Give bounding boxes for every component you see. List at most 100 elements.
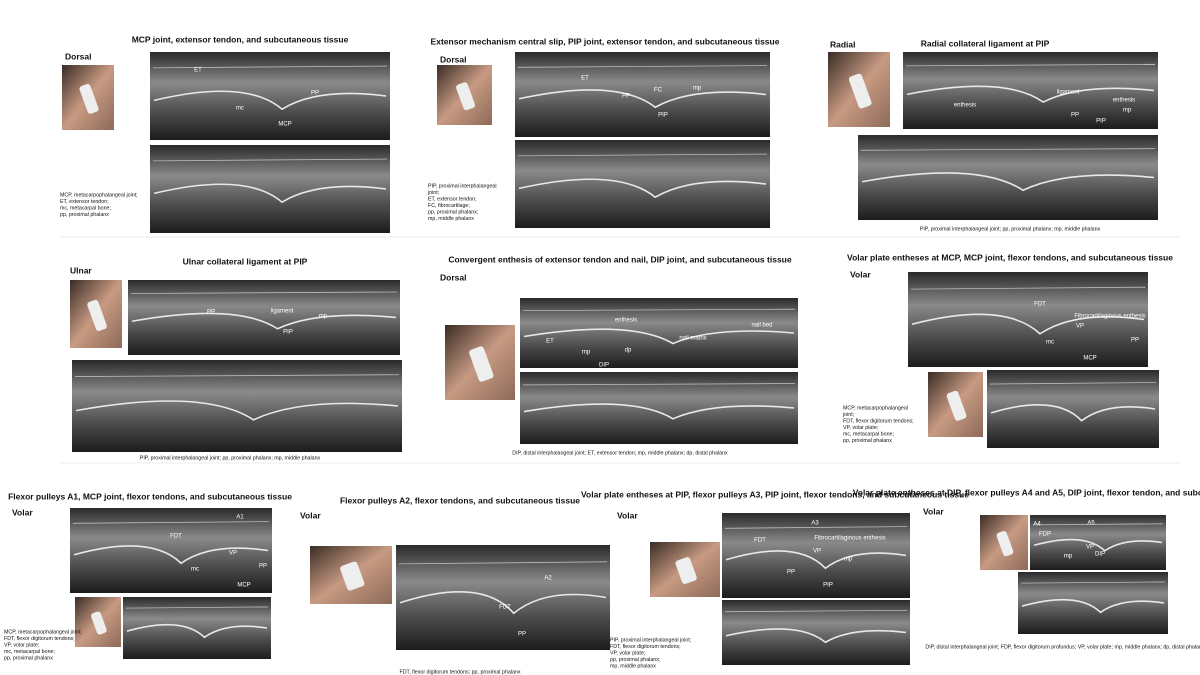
ultrasound-image <box>987 370 1159 448</box>
structure-label: mp <box>582 350 591 356</box>
tendon-echo <box>522 308 796 312</box>
structure-label: mp <box>844 557 853 563</box>
structure-label: A3 <box>811 521 819 527</box>
structure-label: PIP <box>658 113 668 119</box>
structure-label: mp <box>1123 108 1132 114</box>
caption-line: PIP, proximal interphalangeal <box>428 183 497 189</box>
panel: Flexor pulleys A1, MCP joint, flexor ten… <box>4 491 292 661</box>
bone-echo <box>153 90 387 111</box>
tendon-echo <box>1032 523 1164 526</box>
caption-line: FDT, flexor digitorum tendons; <box>4 636 75 642</box>
view-label: Volar <box>12 507 33 517</box>
tendon-echo <box>517 153 768 157</box>
structure-label: VP <box>1086 545 1094 551</box>
panel-title: Volar plate entheses at DIP, flexor pull… <box>853 487 1200 497</box>
bone-echo <box>131 312 397 330</box>
panel: Volar plate entheses at PIP, flexor pull… <box>581 489 969 669</box>
caption-line: PIP, proximal interphalangeal joint; pp,… <box>140 455 321 461</box>
probe <box>456 82 475 111</box>
view-label: Volar <box>300 510 321 520</box>
tendon-echo <box>74 374 400 377</box>
structure-label: PP <box>518 632 526 638</box>
bone-echo <box>518 89 767 109</box>
ultrasound-image <box>150 52 390 140</box>
panel: MCP joint, extensor tendon, and subcutan… <box>60 34 390 233</box>
panel: Volar plate entheses at DIP, flexor pull… <box>853 487 1200 650</box>
structure-label: enthesis <box>615 318 637 324</box>
structure-label: A2 <box>544 576 552 582</box>
structure-label: mp <box>1064 554 1073 560</box>
structure-label: FDT <box>499 605 511 611</box>
caption-line: VP, volar plate; <box>4 642 39 648</box>
ultrasound-image <box>903 52 1158 129</box>
caption-line: pp, proximal phalanx; <box>428 209 478 215</box>
caption-line: mc, metacarpal bone; <box>4 649 55 655</box>
structure-label: mp <box>319 314 328 320</box>
caption-line: FC, fibrocartilage; <box>428 203 470 209</box>
probe <box>87 299 107 331</box>
structure-label: enthesis <box>1113 98 1135 104</box>
panel-title: Flexor pulleys A1, MCP joint, flexor ten… <box>8 491 292 501</box>
structure-label: PP <box>311 91 319 97</box>
structure-label: FDT <box>754 538 766 544</box>
view-label: Volar <box>923 506 944 516</box>
panel-title: MCP joint, extensor tendon, and subcutan… <box>132 34 349 44</box>
structure-label: VP <box>229 551 237 557</box>
bone-echo <box>861 172 1155 192</box>
structure-label: PP <box>622 94 630 100</box>
panels: MCP joint, extensor tendon, and subcutan… <box>4 34 1200 675</box>
view-label: Volar <box>850 269 871 279</box>
ultrasound-image <box>520 372 798 444</box>
structure-label: VP <box>813 549 821 555</box>
panel: Extensor mechanism central slip, PIP joi… <box>427 36 780 228</box>
structure-label: DIP <box>1095 552 1105 558</box>
structure-label: mc <box>1046 340 1054 346</box>
tendon-echo <box>152 65 388 69</box>
bone-echo <box>399 591 607 615</box>
caption-line: FDT, flexor digitorum tendons; <box>843 418 914 424</box>
structure-label: A4 <box>1033 522 1041 528</box>
bone-echo <box>1021 598 1165 614</box>
probe <box>469 346 494 382</box>
probe <box>91 611 107 635</box>
panel: Volar plate entheses at MCP, MCP joint, … <box>842 252 1173 448</box>
ultrasound-image <box>150 145 390 233</box>
ultrasound-image <box>123 597 271 659</box>
bone-echo <box>153 183 387 204</box>
tendon-echo <box>724 526 908 529</box>
ultrasound-image <box>515 140 770 228</box>
ultrasound-image <box>72 360 402 452</box>
structure-label: PP <box>259 564 267 570</box>
probe <box>340 561 365 591</box>
caption-line: DIP, distal interphalangeal joint; ET, e… <box>512 450 728 456</box>
probe <box>848 73 872 109</box>
tendon-echo <box>989 382 1157 385</box>
view-label: Dorsal <box>65 51 91 61</box>
caption-line: FDT, flexor digitorum tendons; <box>610 644 681 650</box>
caption-line: VP, volar plate; <box>610 650 645 656</box>
structure-label: ligament <box>271 309 294 315</box>
structure-label: FDT <box>170 534 182 540</box>
structure-label: ET <box>194 68 202 74</box>
structure-label: MCP <box>237 583 250 589</box>
structure-label: PIP <box>823 583 833 589</box>
structure-label: mc <box>236 106 244 112</box>
bone-echo <box>1033 538 1163 552</box>
structure-label: mc <box>191 567 199 573</box>
view-label: Volar <box>617 510 638 520</box>
structure-label: MCP <box>1083 356 1096 362</box>
ultrasound-image <box>520 298 798 368</box>
bone-echo <box>518 178 767 199</box>
panel-title: Radial collateral ligament at PIP <box>921 38 1050 48</box>
caption-line: pp, proximal phalanx; <box>610 657 660 663</box>
caption-line: mp, middle phalanx <box>428 216 474 222</box>
caption-line: PIP, proximal interphalangeal joint; <box>610 637 691 643</box>
bone-echo <box>75 400 399 421</box>
ultrasound-image <box>1018 572 1168 634</box>
structure-label: PIP <box>1096 119 1106 125</box>
structure-label: PP <box>1071 113 1079 119</box>
caption-line: joint; <box>427 190 439 196</box>
structure-label: ET <box>581 76 589 82</box>
structure-label: FDT <box>1034 302 1046 308</box>
